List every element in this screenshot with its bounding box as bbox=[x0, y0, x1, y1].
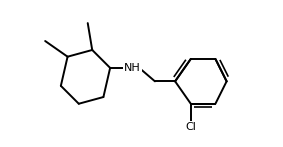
Text: Cl: Cl bbox=[185, 122, 196, 132]
Text: NH: NH bbox=[124, 63, 141, 73]
